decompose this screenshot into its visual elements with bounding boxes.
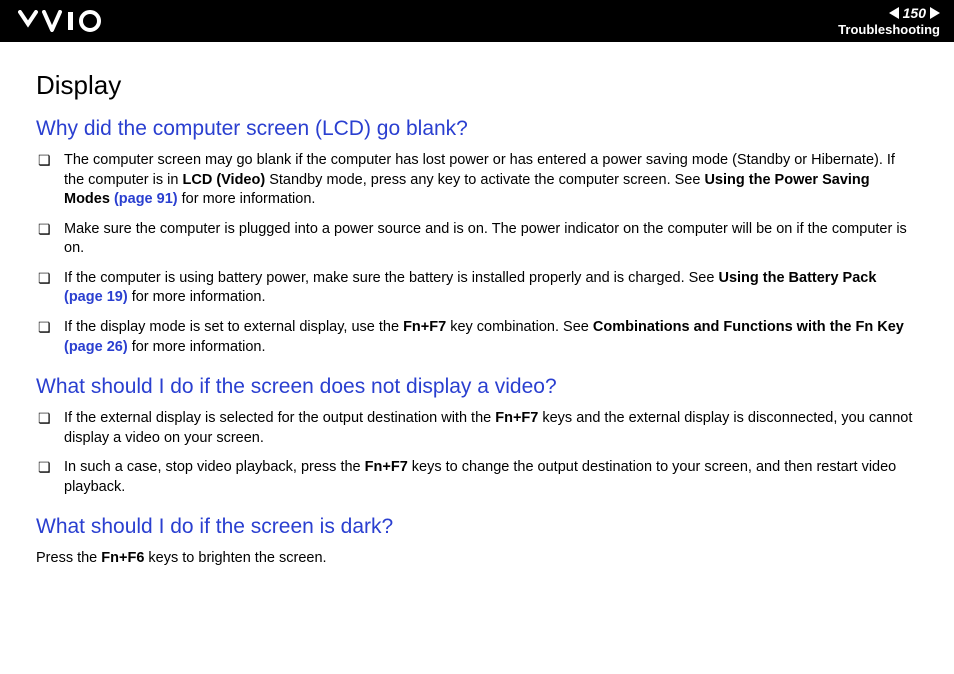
list-item: If the computer is using battery power, … (36, 269, 918, 308)
heading-no-video: What should I do if the screen does not … (36, 375, 918, 399)
heading-dark-screen: What should I do if the screen is dark? (36, 515, 918, 539)
page-nav: 150 (889, 5, 940, 22)
link-page-91[interactable]: (page 91) (114, 191, 178, 207)
heading-blank-screen: Why did the computer screen (LCD) go bla… (36, 117, 918, 141)
list-item: The computer screen may go blank if the … (36, 151, 918, 210)
vaio-logo (18, 10, 118, 32)
page-title: Display (36, 70, 918, 101)
list-item: Make sure the computer is plugged into a… (36, 220, 918, 259)
section-dark-screen: What should I do if the screen is dark? … (36, 515, 918, 569)
page-number: 150 (903, 5, 926, 22)
list-no-video: If the external display is selected for … (36, 409, 918, 497)
section-label: Troubleshooting (838, 22, 940, 38)
nav-prev-icon[interactable] (889, 7, 899, 19)
section-blank-screen: Why did the computer screen (LCD) go bla… (36, 117, 918, 357)
link-page-19[interactable]: (page 19) (64, 289, 128, 305)
para-dark-screen: Press the Fn+F6 keys to brighten the scr… (36, 549, 918, 569)
list-blank-screen: The computer screen may go blank if the … (36, 151, 918, 357)
list-item: If the display mode is set to external d… (36, 318, 918, 357)
list-item: If the external display is selected for … (36, 409, 918, 448)
section-no-video: What should I do if the screen does not … (36, 375, 918, 497)
header-right: 150 Troubleshooting (838, 5, 940, 37)
list-item: In such a case, stop video playback, pre… (36, 458, 918, 497)
header-bar: 150 Troubleshooting (0, 0, 954, 42)
nav-next-icon[interactable] (930, 7, 940, 19)
content: Display Why did the computer screen (LCD… (0, 42, 954, 607)
link-page-26[interactable]: (page 26) (64, 339, 128, 355)
